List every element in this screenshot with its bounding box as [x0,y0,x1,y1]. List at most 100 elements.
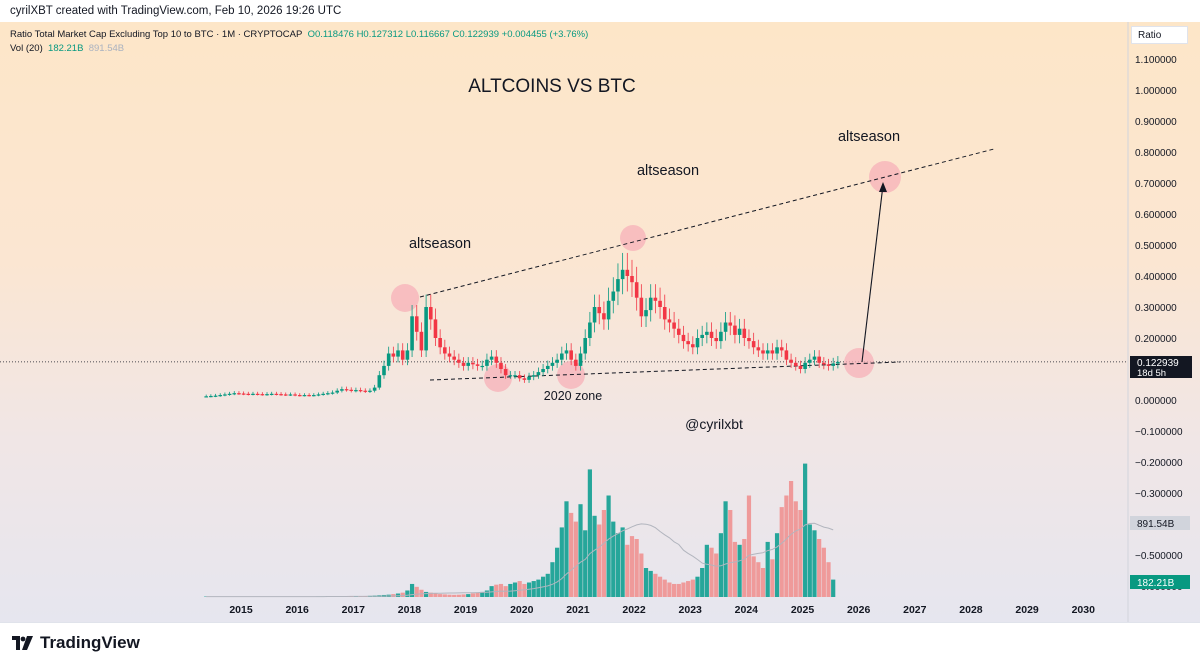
volume-bar [775,533,779,597]
price-scale[interactable]: 1.1000001.0000000.9000000.8000000.700000… [1128,22,1183,622]
candle [452,350,456,365]
volume-bar [424,592,428,597]
candle [415,305,419,341]
candle [471,357,475,369]
candle [686,333,690,352]
candle [527,373,531,383]
volume-bar [709,548,713,597]
candle [691,336,695,354]
candle [836,356,840,368]
volume-bar [761,568,765,597]
candle [298,393,302,396]
candle [677,319,681,343]
candle [382,361,386,379]
volume-bar [695,577,699,597]
candle [312,393,316,396]
volume-bar [700,568,704,597]
candle [396,343,400,362]
y-tick-label: 0.400000 [1135,272,1177,283]
volume-bar [826,562,830,597]
volume-bar [588,469,592,597]
volume-bar [630,536,634,597]
candle [518,371,522,382]
volume-bar [742,539,746,597]
volume-bar [784,496,788,598]
upper-trendline [420,149,994,297]
y-tick-label: 0.700000 [1135,179,1177,190]
candle [626,253,630,292]
volume-bar [513,583,517,598]
chart-area[interactable]: Ratio Total Market Cap Excluding Top 10 … [0,22,1200,622]
candle [228,392,232,396]
candle [541,364,545,376]
volume-bar [733,542,737,597]
candle [246,392,250,396]
candle [270,392,274,396]
volume-bar [401,593,405,597]
candle [513,371,517,379]
candle [476,359,480,371]
candle [466,357,470,371]
x-tick-label: 2025 [791,604,815,616]
candle [265,392,269,396]
candle [607,288,611,330]
x-tick-label: 2030 [1072,604,1096,616]
y-tick-label: 0.800000 [1135,148,1177,159]
volume-bar [691,580,695,597]
candle [462,357,466,371]
volume-bar [794,501,798,597]
annotation-handle: @cyrilxbt [685,416,743,432]
vol-tag-label: 182.21B [1137,578,1175,589]
volume-bar [447,595,451,597]
volume-bar [574,522,578,597]
candle [256,392,260,396]
candle [363,388,367,393]
candle [307,393,311,396]
x-tick-label: 2021 [566,604,590,616]
candle [209,394,213,397]
x-tick-label: 2026 [847,604,871,616]
candle [457,354,461,368]
volume-bar [499,584,503,597]
candle [410,305,414,357]
volume-bar [569,513,573,597]
candle [424,295,428,357]
candle [635,267,639,311]
candle [340,387,344,393]
candle [378,371,382,390]
candle [261,392,265,396]
volume-bars [204,464,835,597]
volume-bar [635,539,639,597]
volume-bar [714,554,718,598]
candle [714,329,718,348]
volume-bar [597,525,601,598]
volume-bar [452,595,456,597]
candle [354,388,358,393]
tradingview-logo[interactable]: TradingView [12,633,140,653]
volume-bar [705,545,709,597]
volume-bar [621,527,625,597]
candle [663,295,667,330]
candle [490,350,494,365]
candle [537,368,541,379]
volume-bar [438,594,442,597]
candle [214,394,218,397]
volume-bar [611,522,615,597]
candle [672,312,676,338]
volume-bar [461,594,465,597]
x-tick-label: 2027 [903,604,927,616]
candle [658,288,662,319]
volume-bar [756,562,760,597]
candle [747,329,751,348]
volume-bar [789,481,793,597]
y-tick-label: −0.300000 [1135,489,1183,500]
candle [251,392,255,396]
candle [434,308,438,346]
x-tick-label: 2019 [454,604,478,616]
candle [335,388,339,394]
candle [696,329,700,354]
candle [593,295,597,333]
candle [420,322,424,357]
candle [218,393,222,397]
x-tick-label: 2015 [229,604,253,616]
